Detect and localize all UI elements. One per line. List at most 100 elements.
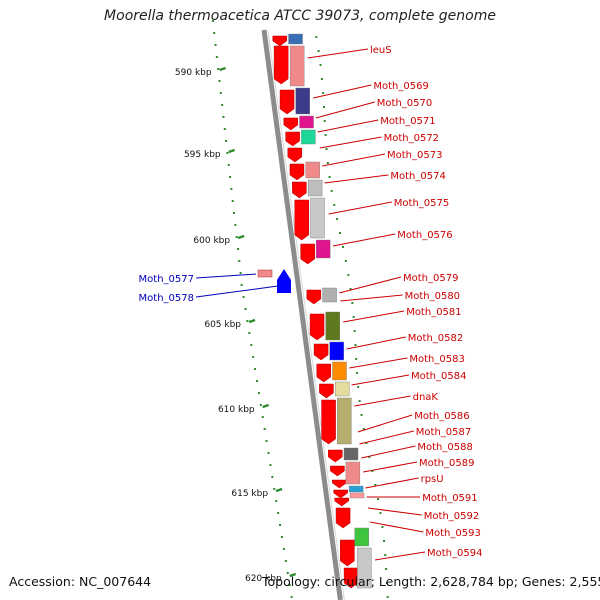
forward-gene-arrow <box>333 489 348 499</box>
cog-box <box>295 87 310 115</box>
forward-gene-arrow <box>289 163 305 181</box>
gc-dot <box>384 554 387 556</box>
gc-dot <box>229 176 232 178</box>
gc-dot <box>259 404 262 406</box>
gc-dot <box>252 356 255 358</box>
gene-label-leader <box>357 414 413 433</box>
gene-label-leader <box>354 395 411 407</box>
gc-dot <box>368 456 371 458</box>
gc-dot <box>322 92 325 94</box>
forward-gene-arrow <box>335 507 351 529</box>
forward-gene-arrow <box>332 479 347 489</box>
scale-label: 605 kbp <box>204 320 241 330</box>
gene-moth-0577-box <box>257 269 273 278</box>
gc-dot <box>218 80 221 82</box>
gene-label-leader <box>343 310 405 323</box>
gc-content-dots <box>211 20 293 598</box>
cog-box <box>345 461 361 485</box>
gene-label-leader <box>332 233 396 247</box>
cog-category-track <box>288 33 372 589</box>
gene-label-moth-0570: Moth_0570 <box>377 98 432 109</box>
genome-title: Moorella thermoacetica ATCC 39073, compl… <box>104 8 496 24</box>
gc-dot <box>325 148 328 150</box>
gene-label-moth-0584: Moth_0584 <box>411 371 466 382</box>
gc-dot <box>347 274 350 276</box>
cog-box <box>334 381 350 397</box>
cog-box <box>349 492 365 499</box>
gc-dot <box>365 442 368 444</box>
forward-gene-arrow <box>273 45 289 85</box>
gene-label-moth-0574: Moth_0574 <box>390 171 445 182</box>
gene-label-moth-0589: Moth_0589 <box>419 458 474 469</box>
cog-box <box>322 287 337 303</box>
gc-dot <box>385 582 388 584</box>
gene-label-moth-0579: Moth_0579 <box>403 273 458 284</box>
gene-label-moth-0582: Moth_0582 <box>408 333 463 344</box>
gc-dot <box>235 236 238 238</box>
gene-label-dnak: dnaK <box>413 392 439 403</box>
gc-dot <box>227 164 230 166</box>
gene-label-moth-0580: Moth_0580 <box>405 291 460 302</box>
scale-tick <box>248 318 256 324</box>
gc-dot <box>211 20 214 22</box>
gene-label-moth-0583: Moth_0583 <box>409 354 464 365</box>
gc-dot <box>219 92 222 94</box>
gc-dot <box>351 302 354 304</box>
cog-box <box>332 361 347 381</box>
forward-gene-arrow <box>328 449 343 463</box>
forward-gene-arrow <box>279 89 295 115</box>
gc-dot <box>357 386 360 388</box>
gene-label-moth-0578: Moth_0578 <box>139 293 194 304</box>
scale-label: 600 kbp <box>193 236 230 246</box>
forward-gene-arrow <box>309 313 325 341</box>
gc-dot <box>236 248 239 250</box>
cog-box <box>299 115 314 129</box>
gc-dot <box>355 358 358 360</box>
cog-box <box>354 527 369 547</box>
cog-box <box>289 45 305 87</box>
cog-box <box>329 341 345 361</box>
gc-dot <box>269 464 272 466</box>
gc-dot <box>328 176 331 178</box>
gene-label-leader <box>367 507 422 516</box>
forward-gene-arrow <box>334 497 349 507</box>
gene-label-leader <box>195 273 257 279</box>
gene-label-leader <box>374 551 426 561</box>
gc-dot <box>358 400 361 402</box>
gc-dot <box>222 116 225 118</box>
gene-label-leader <box>313 84 372 99</box>
gc-dot <box>333 204 336 206</box>
gc-dot <box>275 500 278 502</box>
gc-dot <box>354 344 357 346</box>
gene-label-moth-0577: Moth_0577 <box>139 274 194 285</box>
forward-gene-arrow <box>330 465 345 477</box>
gene-label-leader <box>369 521 424 533</box>
gc-dot <box>284 560 287 562</box>
scale-label: 595 kbp <box>184 150 221 160</box>
gc-dot <box>279 524 282 526</box>
gc-dot <box>324 134 327 136</box>
cog-box <box>288 33 303 45</box>
forward-gene-arrow <box>343 567 359 589</box>
scale-tick <box>228 148 236 154</box>
gc-dot <box>323 106 326 108</box>
forward-gene-arrow <box>283 117 299 131</box>
gc-dot <box>290 596 293 598</box>
gc-dot <box>321 78 324 80</box>
gc-dot <box>263 428 266 430</box>
gene-label-leader <box>328 201 392 215</box>
forward-gene-arrow <box>316 363 332 383</box>
gc-dot <box>242 296 245 298</box>
cog-box <box>307 179 323 197</box>
gc-dot <box>254 368 257 370</box>
gc-dot <box>265 440 268 442</box>
gc-dot <box>342 246 345 248</box>
gene-label-moth-0588: Moth_0588 <box>417 442 472 453</box>
forward-gene-arrow <box>300 243 315 265</box>
scale-label: 590 kbp <box>175 68 212 78</box>
gene-label-moth-0575: Moth_0575 <box>394 198 449 209</box>
gc-dot <box>226 152 229 154</box>
gene-label-moth-0586: Moth_0586 <box>414 411 469 422</box>
gene-label-moth-0576: Moth_0576 <box>397 230 452 241</box>
